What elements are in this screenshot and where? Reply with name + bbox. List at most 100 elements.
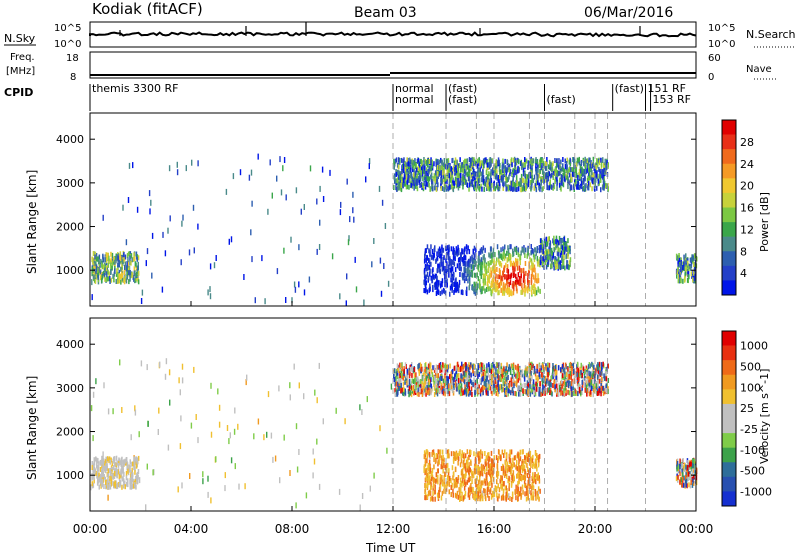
echo-cell-1117 — [472, 257, 474, 262]
echo-cell-845 — [534, 472, 536, 477]
echo-cell-1076 — [480, 495, 482, 500]
echo-cell-909 — [483, 273, 485, 278]
echo-cell-2440 — [429, 187, 431, 192]
echo-cell-76 — [186, 165, 187, 171]
echo-cell-2565 — [464, 180, 466, 185]
echo-cell-116 — [285, 297, 286, 303]
echo-cell-112 — [365, 176, 366, 182]
echo-cell-422 — [97, 458, 99, 463]
echo-cell-86 — [152, 469, 153, 475]
echo-cell-2852 — [558, 247, 560, 252]
echo-cell-1019 — [489, 274, 491, 279]
echo-cell-393 — [93, 464, 95, 469]
echo-cell-1208 — [531, 244, 533, 249]
echo-cell-2656 — [398, 185, 400, 190]
echo-cell-411 — [126, 267, 128, 272]
echo-cell-62 — [361, 409, 362, 415]
echo-cell-1086 — [481, 274, 483, 279]
echo-cell-1180 — [515, 274, 517, 279]
echo-cell-48 — [119, 359, 120, 365]
echo-cell-1728 — [526, 159, 528, 164]
echo-cell-800 — [465, 473, 467, 478]
echo-cell-1186 — [452, 276, 454, 281]
echo-cell-71 — [296, 187, 297, 193]
echo-cell-844 — [501, 276, 503, 281]
echo-cell-424 — [112, 473, 114, 478]
echo-cell-32 — [137, 207, 138, 213]
echo-cell-1053 — [453, 471, 455, 476]
echo-cell-84 — [380, 258, 381, 264]
echo-cell-2057 — [503, 174, 505, 179]
echo-cell-1626 — [405, 391, 407, 396]
echo-cell-1012 — [482, 468, 484, 473]
echo-cell-1139 — [538, 278, 540, 283]
echo-cell-911 — [441, 282, 443, 287]
echo-cell-408 — [129, 277, 131, 282]
echo-cell-2411 — [528, 161, 530, 166]
echo-cell-660 — [448, 468, 450, 473]
echo-cell-1080 — [448, 265, 450, 270]
colorbar-tick-6: 28 — [740, 136, 754, 149]
echo-cell-2261 — [462, 185, 464, 190]
echo-cell-1094 — [487, 487, 489, 492]
echo-cell-1190 — [486, 269, 488, 274]
echo-cell-2359 — [452, 175, 454, 180]
echo-cell-724 — [457, 479, 459, 484]
echo-cell-2369 — [515, 170, 517, 175]
colorbar-swatch-3 — [722, 164, 736, 179]
echo-cell-851 — [426, 275, 428, 280]
cpid-label-2: normal — [395, 82, 434, 95]
echo-cell-1813 — [466, 392, 468, 397]
echo-cell-523 — [443, 489, 445, 494]
echo-cell-1215 — [448, 269, 450, 274]
echo-cell-995 — [502, 450, 504, 455]
echo-cell-1121 — [491, 259, 493, 264]
echo-cell-25 — [339, 293, 340, 299]
echo-cell-1370 — [573, 369, 575, 374]
echo-cell-1039 — [511, 497, 512, 502]
echo-cell-27 — [379, 425, 380, 431]
echo-cell-434 — [114, 482, 116, 487]
echo-cell-416 — [104, 267, 106, 272]
echo-cell-768 — [469, 276, 471, 281]
echo-cell-2252 — [451, 166, 453, 171]
echo-cell-81 — [306, 492, 307, 498]
echo-cell-33 — [371, 261, 372, 267]
echo-cell-1131 — [460, 454, 462, 459]
echo-cell-56 — [194, 247, 195, 253]
echo-cell-1006 — [459, 493, 461, 498]
echo-cell-84 — [344, 418, 345, 424]
echo-cell-8 — [298, 244, 299, 250]
echo-cell-119 — [167, 228, 168, 234]
echo-cell-2308 — [579, 157, 581, 162]
echo-cell-1210 — [506, 492, 508, 497]
echo-cell-1106 — [525, 476, 527, 481]
echo-cell-1115 — [467, 480, 469, 485]
echo-cell-109 — [250, 229, 251, 235]
echo-cell-2450 — [497, 185, 499, 190]
echo-cell-385 — [133, 457, 135, 462]
echo-cell-26 — [352, 192, 353, 198]
echo-cell-2854 — [565, 254, 567, 259]
noise-left-label: N.Sky — [4, 32, 36, 45]
echo-cell-1079 — [506, 251, 508, 256]
echo-cell-2608 — [603, 163, 605, 168]
echo-cell-2452 — [515, 162, 517, 167]
echo-cell-22 — [93, 392, 94, 398]
echo-cell-2971 — [692, 277, 694, 282]
echo-cell-1093 — [509, 467, 511, 472]
echo-cell-1069 — [538, 458, 540, 463]
echo-cell-2591 — [533, 158, 535, 163]
echo-cell-921 — [429, 250, 431, 255]
echo-cell-1207 — [521, 268, 523, 273]
echo-cell-21 — [149, 208, 150, 214]
freq-right-tick-high: 60 — [708, 53, 721, 64]
echo-cell-47 — [346, 273, 347, 279]
echo-cell-2383 — [567, 184, 569, 189]
echo-cell-112 — [319, 363, 320, 369]
echo-cell-2615 — [558, 165, 560, 170]
echo-cell-213 — [116, 456, 118, 461]
echo-cell-2318 — [405, 167, 407, 172]
